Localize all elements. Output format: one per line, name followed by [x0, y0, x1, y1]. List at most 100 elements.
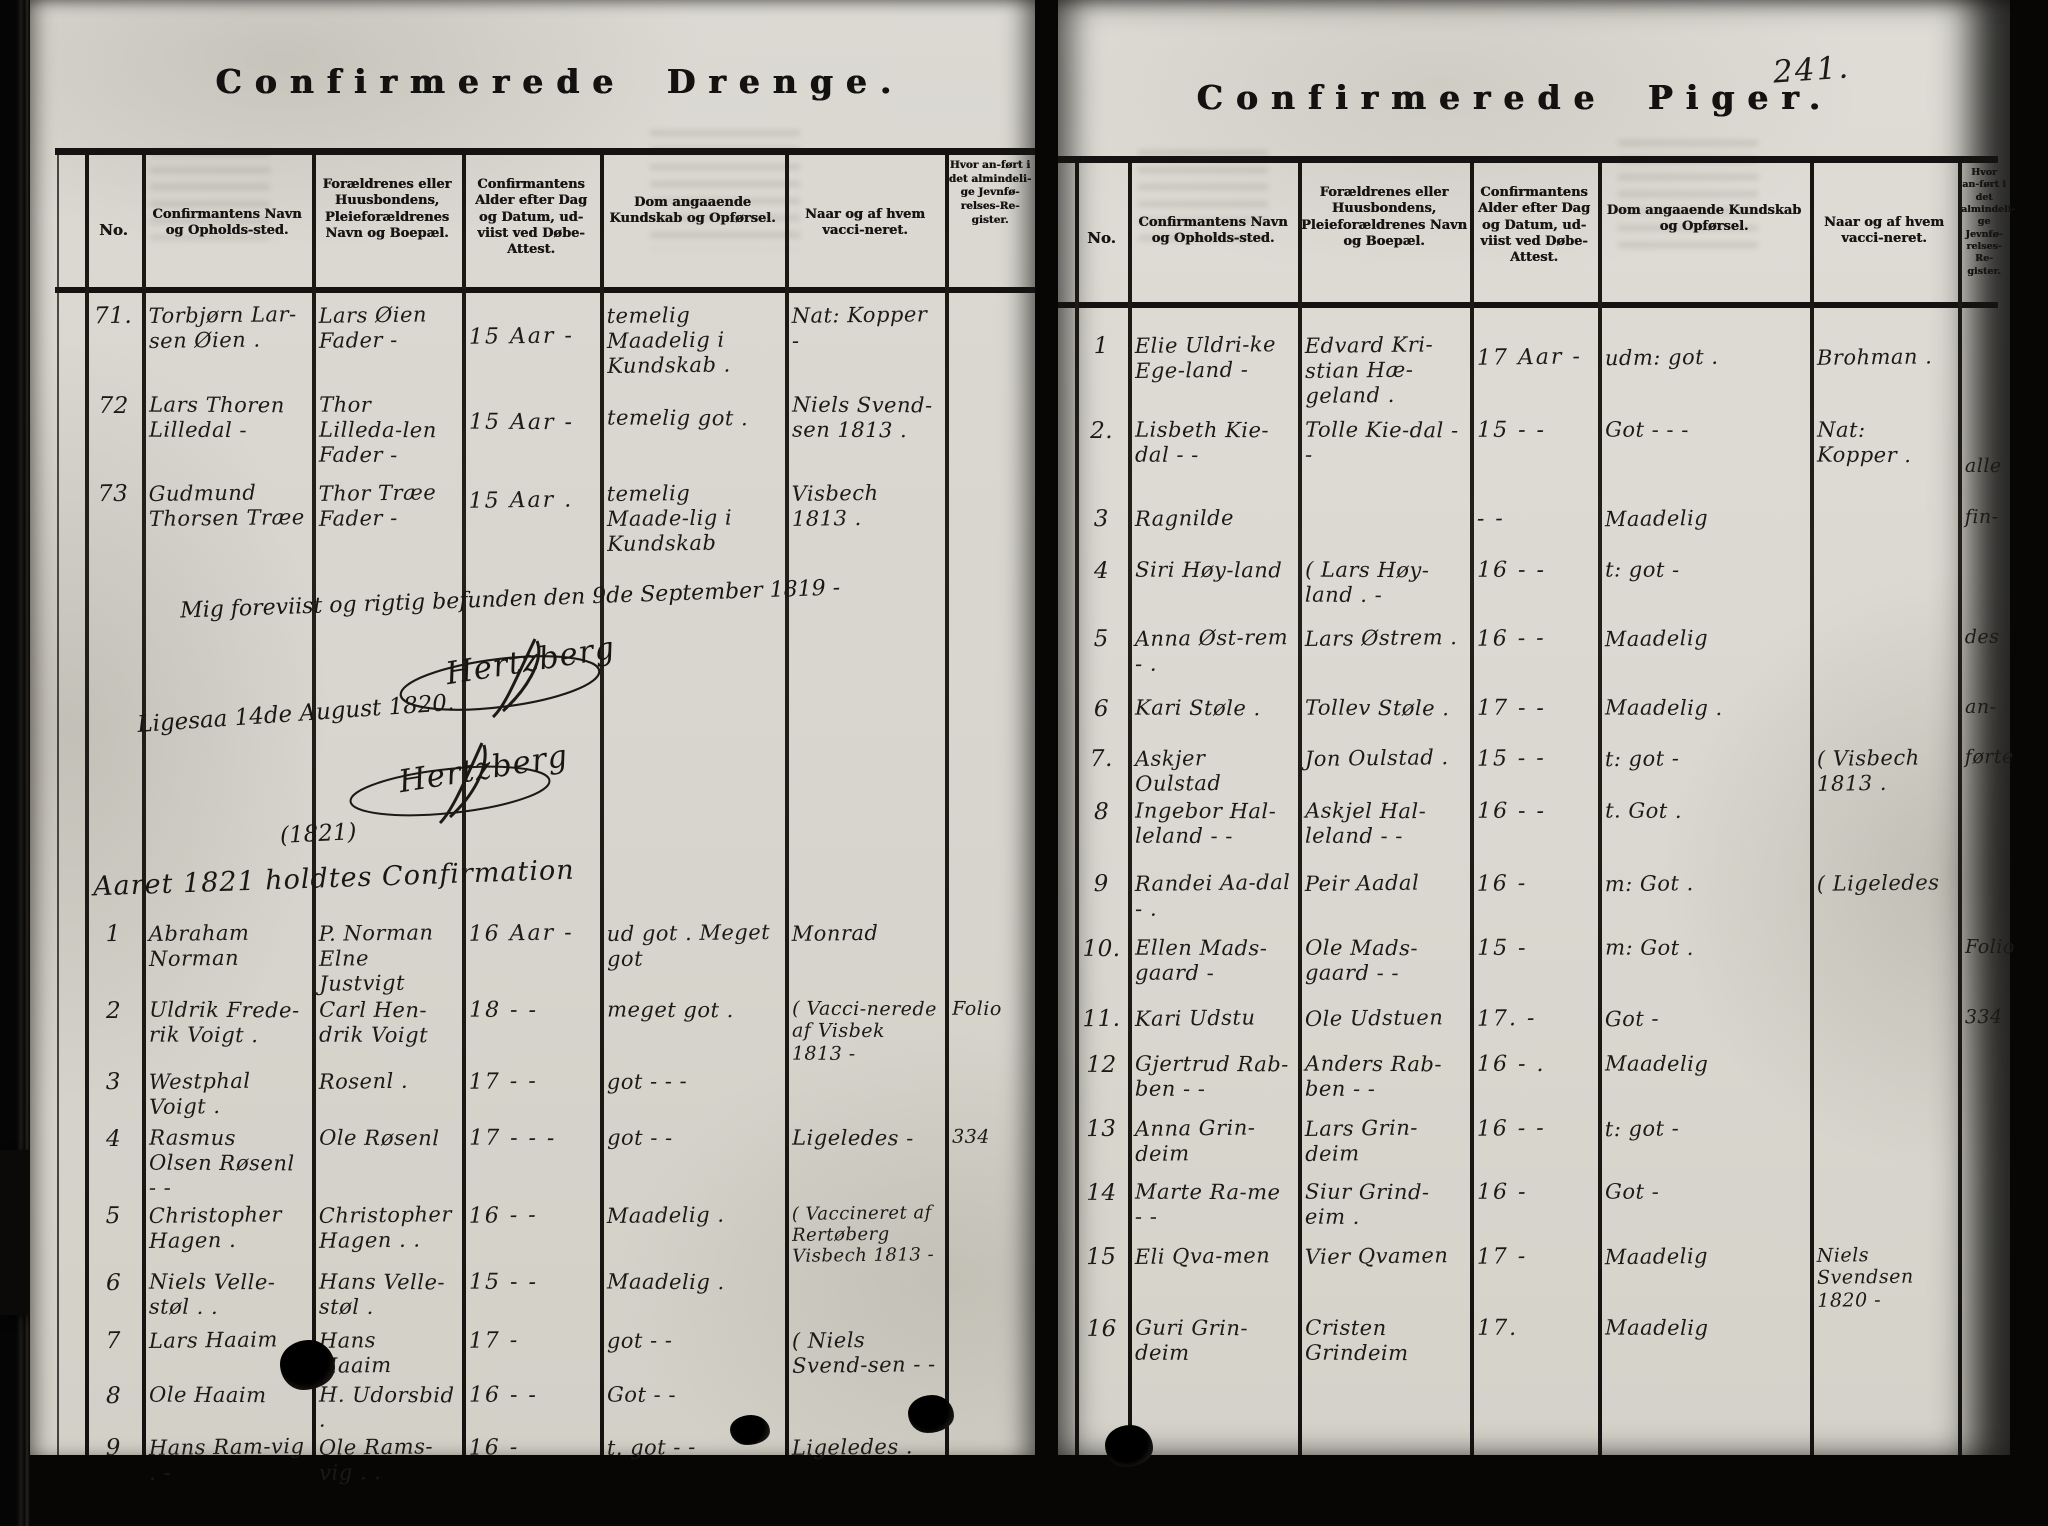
cell-age: 17 -: [1476, 1243, 1528, 1270]
cell-age: 15 - -: [469, 1269, 538, 1295]
cell-judgment: temelig Maade-lig i Kundskab: [606, 481, 733, 556]
cell-register: [1957, 315, 2010, 416]
cell-parents: Cristen Grindeim: [1304, 1315, 1409, 1365]
cell-parents: Thor Træe Fader -: [318, 480, 437, 531]
cell-age: 17 - -: [468, 1068, 538, 1095]
column-header-age: Confirmantens Alder efter Dag og Datum, …: [474, 177, 588, 257]
ink-blot: [908, 1395, 954, 1433]
cell-parents: Rosenl .: [318, 1068, 409, 1094]
cell-judgment: t. Got .: [1605, 798, 1683, 823]
cell-parents: Carl Hen-drik Voigt: [318, 997, 429, 1048]
cell-age: 15 Aar -: [468, 409, 575, 436]
cell-judgment: got - - -: [606, 1068, 688, 1094]
bleed-through-smudge: [1138, 150, 1268, 250]
cell-parents: ( Lars Høy-land . -: [1304, 557, 1430, 607]
cell-judgment: t: got -: [1604, 1115, 1680, 1141]
cell-judgment: ud got . Meget got: [606, 920, 771, 971]
cell-age: 16 - -: [468, 1202, 538, 1229]
cell-name: Eli Qva-men: [1134, 1242, 1271, 1269]
cell-judgment: temelig Maadelig i Kundskab .: [606, 303, 731, 378]
cell-register: [945, 1199, 1036, 1267]
cell-parents: Ole Røsenl: [319, 1125, 440, 1150]
confirmation-note: Aaret 1821 holdtes Confirmation: [92, 854, 576, 903]
rows: 1 Elie Uldri-ke Ege-land - Edvard Kri-st…: [1075, 315, 2015, 1405]
column-line: [1470, 163, 1474, 1455]
cell-register: [1958, 1176, 2010, 1240]
cell-vaccinated: ( Ligeledes: [1816, 869, 1940, 896]
attestation-note-1819: Mig foreviist og rigtig befunden den 9de…: [179, 575, 841, 624]
cell-register: [945, 1379, 1035, 1432]
table-row: 6 Kari Støle . Tollev Støle . 17 - - Maa…: [1075, 693, 2010, 743]
cell-register: [1958, 867, 2011, 933]
cell-parents: P. Norman Elne Justvigt: [318, 920, 434, 996]
table-row: 1 Abraham Norman P. Norman Elne Justvigt…: [85, 918, 1035, 995]
table-row: 4 Siri Høy-land ( Lars Høy-land . - 16 -…: [1075, 555, 2010, 623]
cell-name: Uldrik Frede-rik Voigt .: [148, 997, 300, 1048]
cell-name: Abraham Norman: [148, 920, 250, 971]
cell-no: 16: [1086, 1315, 1117, 1342]
cell-name: Siri Høy-land: [1135, 557, 1283, 583]
cell-name: Niels Velle-støl . .: [148, 1269, 276, 1319]
table-row: 16 Guri Grin-deim Cristen Grindeim 17. M…: [1075, 1313, 2010, 1405]
cell-no: 10.: [1082, 935, 1121, 962]
column-header-parents: Forældrenes eller Huusbondens, Pleieforæ…: [322, 177, 452, 241]
cell-no: 72: [98, 392, 129, 420]
cell-name: Askjer Oulstad: [1134, 746, 1222, 796]
cell-parents: Vier Qvamen: [1304, 1242, 1449, 1269]
cell-no: 9: [1093, 870, 1110, 897]
cell-age: 16 - .: [1477, 1051, 1546, 1077]
table-row: 12 Gjertrud Rab-ben - - Anders Rab-ben -…: [1075, 1049, 2010, 1113]
table-row: 6 Niels Velle-støl . . Hans Velle-støl .…: [85, 1267, 1035, 1325]
cell-register: [1958, 555, 2010, 623]
cell-register: [945, 1324, 1036, 1380]
cell-register: 334: [952, 1125, 990, 1148]
table-row: 11. Kari Udstu Ole Udstuen 17. - Got - 3…: [1075, 1003, 2010, 1049]
cell-age: 16 - -: [1476, 1115, 1546, 1142]
cell-judgment: t: got -: [1604, 746, 1680, 772]
cell-vaccinated: [1810, 795, 1958, 868]
cell-name: Gjertrud Rab-ben - -: [1134, 1051, 1289, 1101]
column-header-no: No.: [1087, 229, 1116, 247]
cell-no: 4: [1093, 557, 1110, 585]
column-header-vaccinated: Naar og af hvem vacci-neret.: [805, 207, 925, 239]
table-row: 7. Askjer Oulstad Jon Oulstad . 15 - - t…: [1075, 743, 2014, 796]
cell-name: Rasmus Olsen Røsenl - -: [148, 1125, 295, 1199]
table-row: 71. Torbjørn Lar-sen Øien . Lars Øien Fa…: [85, 300, 1035, 390]
cell-parents: Lars Grin-deim: [1304, 1115, 1419, 1166]
cell-no: 6: [105, 1269, 122, 1296]
table-row: 3 Ragnilde - - Maadelig fin-: [1075, 503, 2010, 555]
bleed-through-smudge: [150, 150, 270, 240]
cell-register: fin-: [1964, 505, 1999, 529]
cell-register: [945, 1065, 1036, 1123]
cell-no: 8: [1093, 798, 1110, 825]
table-row: 8 Ingebor Hal-leland - - Askjel Hal-lela…: [1075, 796, 2010, 868]
cell-register: an-: [1965, 695, 1997, 719]
column-line: [142, 155, 146, 1455]
cell-vaccinated: [1810, 1048, 1958, 1113]
signature-block-1820: Hertzberg: [340, 731, 620, 831]
cell-parents: Ole Rams-vig . .: [318, 1434, 434, 1485]
cell-register: Folio: [952, 998, 1002, 1021]
table-header: No. Confirmantens Navn og Opholds-sted. …: [1075, 163, 2015, 278]
year-note: (1821): [279, 819, 358, 849]
column-header-parents: Forældrenes eller Huusbondens, Pleieforæ…: [1301, 185, 1468, 249]
column-line: [1810, 163, 1814, 1455]
cell-register: [945, 390, 1035, 478]
cell-judgment: temelig got .: [607, 405, 749, 431]
cell-name: Anna Øst-rem - .: [1134, 625, 1289, 676]
signature-flourish: [349, 742, 551, 825]
cell-name: Ragnilde: [1134, 505, 1235, 531]
cell-judgment: t: got -: [1605, 557, 1680, 582]
cell-judgment: Got -: [1604, 1006, 1660, 1031]
table-row: 8 Ole Haaim H. Udorsbid . 16 - - Got - -: [85, 1380, 1035, 1433]
cell-age: 15 -: [1477, 935, 1528, 961]
cell-age: 17 - -: [1476, 695, 1546, 722]
cell-no: 15: [1085, 1243, 1117, 1270]
cell-register: Folio: [1965, 935, 2015, 958]
cell-name: Ole Haaim: [148, 1382, 267, 1407]
cell-vaccinated: ( Vaccineret af Rertøberg Visbech 1813 -: [791, 1201, 935, 1268]
column-line: [462, 155, 466, 1455]
cell-register: [1958, 1240, 2011, 1313]
cell-judgment: Got -: [1605, 1179, 1660, 1204]
cell-vaccinated: Niels Svend-sen 1813 .: [791, 392, 933, 442]
